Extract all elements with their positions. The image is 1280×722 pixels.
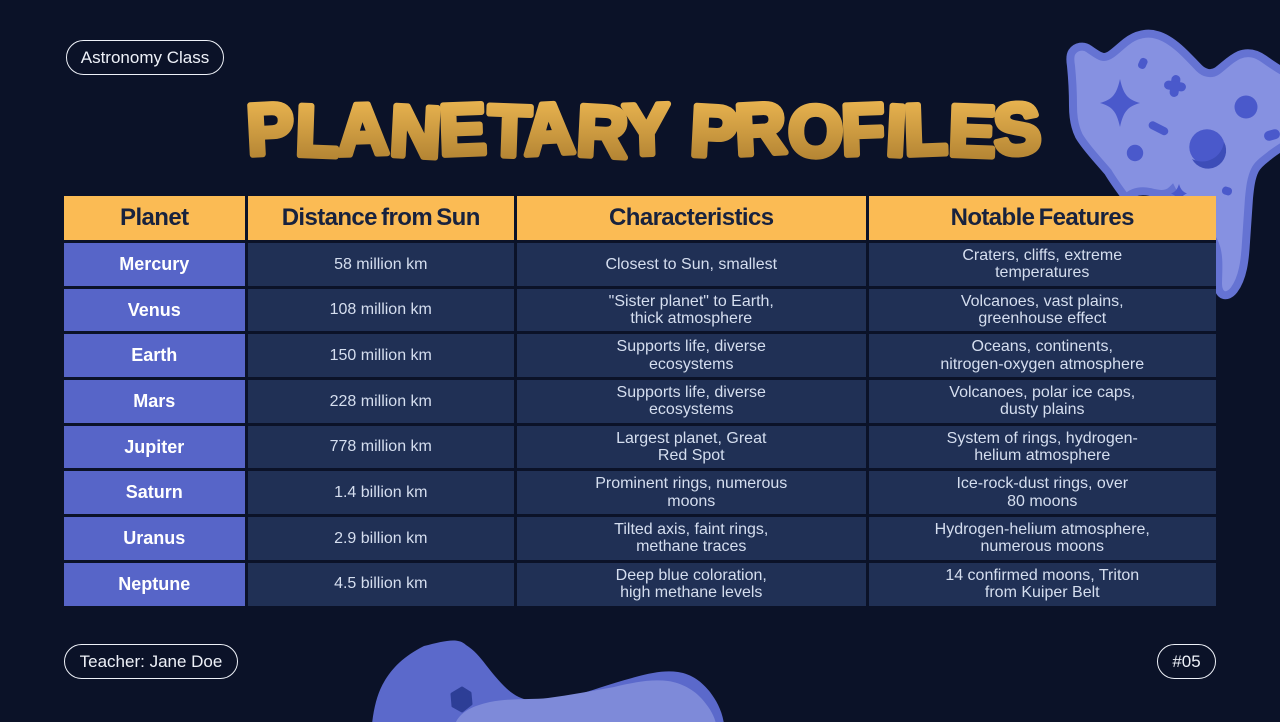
- svg-text:PLANETARY PROFILES: PLANETARY PROFILES: [245, 88, 1043, 173]
